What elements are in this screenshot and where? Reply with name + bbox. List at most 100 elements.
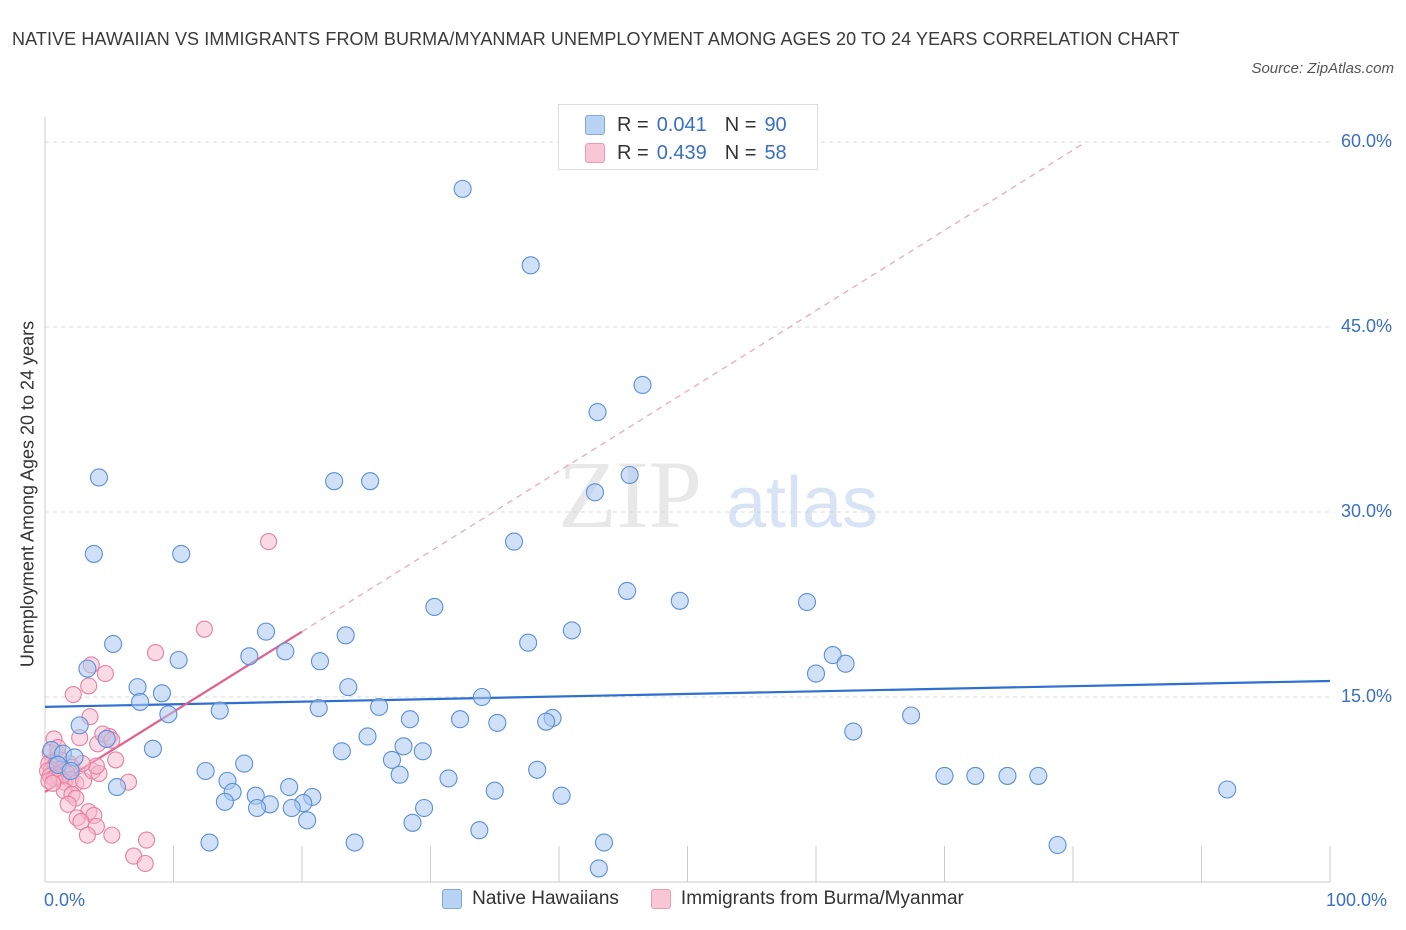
point-native-hawaiians: [382, 750, 402, 769]
trendline-immigrants-burma-extension: [301, 141, 1087, 633]
point-native-hawaiians: [470, 821, 489, 840]
point-native-hawaiians: [280, 777, 299, 797]
point-native-hawaiians: [390, 765, 409, 784]
point-native-hawaiians: [562, 621, 581, 640]
point-native-hawaiians: [1218, 780, 1237, 799]
point-native-hawaiians: [143, 739, 162, 758]
legend-r-label: R =: [617, 141, 649, 164]
point-immigrants-burma: [44, 774, 62, 792]
point-native-hawaiians: [339, 678, 358, 697]
series-native-hawaiians-points: [42, 179, 1237, 878]
point-native-hawaiians: [128, 678, 147, 697]
legend-item-native-hawaiians: Native Hawaiians: [442, 888, 619, 910]
point-native-hawaiians: [215, 792, 234, 811]
point-native-hawaiians: [504, 532, 524, 551]
point-native-hawaiians: [823, 646, 842, 665]
point-native-hawaiians: [966, 766, 985, 785]
point-immigrants-burma: [87, 757, 105, 775]
source-label: Source: ZipAtlas.com: [1251, 60, 1394, 77]
point-native-hawaiians: [620, 465, 639, 485]
watermark: ZIP atlas: [558, 441, 878, 548]
point-native-hawaiians: [415, 798, 434, 818]
point-immigrants-burma: [103, 826, 121, 844]
point-native-hawaiians: [670, 591, 689, 610]
point-native-hawaiians: [332, 742, 351, 761]
point-native-hawaiians: [298, 811, 317, 830]
point-native-hawaiians: [537, 712, 556, 731]
point-native-hawaiians: [836, 654, 855, 673]
point-native-hawaiians: [451, 710, 470, 729]
point-native-hawaiians: [935, 766, 954, 785]
point-native-hawaiians: [276, 642, 295, 661]
point-native-hawaiians: [1029, 766, 1048, 785]
point-native-hawaiians: [169, 650, 188, 670]
point-native-hawaiians: [633, 375, 652, 395]
legend-r-value: 0.041: [656, 113, 707, 136]
grid-lines: [45, 141, 1330, 698]
point-immigrants-burma: [78, 826, 96, 844]
legend-swatch-pink: [585, 143, 605, 163]
legend-label-immigrants-burma: Immigrants from Burma/Myanmar: [680, 888, 964, 909]
watermark-atlas: atlas: [726, 463, 878, 543]
point-native-hawaiians: [310, 652, 330, 671]
point-native-hawaiians: [89, 468, 109, 487]
point-native-hawaiians: [403, 813, 422, 832]
watermark-zip: ZIP: [558, 441, 702, 548]
point-native-hawaiians: [394, 737, 413, 756]
point-immigrants-burma: [136, 854, 154, 873]
legend-swatch-blue: [585, 115, 605, 135]
y-tick-label: 15.0%: [1340, 686, 1392, 706]
point-native-hawaiians: [70, 716, 89, 735]
legend-r-value: 0.439: [656, 141, 707, 164]
point-native-hawaiians: [210, 701, 229, 720]
point-native-hawaiians: [325, 472, 344, 491]
point-native-hawaiians: [370, 697, 389, 716]
point-native-hawaiians: [521, 256, 540, 275]
legend-n-value: 58: [764, 141, 787, 164]
point-native-hawaiians: [528, 760, 547, 779]
point-native-hawaiians: [844, 722, 863, 741]
point-native-hawaiians: [1048, 835, 1067, 855]
y-tick-label: 60.0%: [1340, 131, 1392, 151]
point-native-hawaiians: [439, 769, 458, 788]
point-native-hawaiians: [240, 647, 259, 666]
point-native-hawaiians: [472, 687, 491, 707]
point-native-hawaiians: [282, 798, 301, 818]
trendline-native-hawaiians: [44, 679, 1331, 708]
x-tick-min: 0.0%: [44, 890, 86, 910]
legend-swatch-pink: [650, 889, 671, 909]
legend-item-immigrants-burma: Immigrants from Burma/Myanmar: [650, 888, 964, 910]
legend-n-label: N =: [724, 113, 757, 136]
point-immigrants-burma: [260, 533, 278, 551]
point-native-hawaiians: [61, 761, 80, 781]
point-native-hawaiians: [618, 581, 637, 600]
point-native-hawaiians: [453, 179, 472, 198]
point-immigrants-burma: [80, 677, 98, 695]
legend-label-native-hawaiians: Native Hawaiians: [472, 888, 619, 909]
legend-n-value: 90: [764, 113, 787, 136]
point-immigrants-burma: [96, 665, 114, 683]
point-native-hawaiians: [425, 597, 444, 617]
point-native-hawaiians: [594, 833, 614, 852]
point-native-hawaiians: [998, 766, 1017, 785]
point-native-hawaiians: [588, 403, 607, 422]
point-native-hawaiians: [485, 781, 504, 800]
point-native-hawaiians: [235, 754, 254, 773]
point-native-hawaiians: [256, 622, 276, 641]
point-native-hawaiians: [131, 692, 150, 711]
point-native-hawaiians: [84, 544, 103, 563]
point-native-hawaiians: [585, 483, 605, 502]
point-native-hawaiians: [78, 659, 97, 678]
point-native-hawaiians: [345, 833, 364, 852]
point-native-hawaiians: [152, 684, 171, 703]
point-native-hawaiians: [902, 706, 921, 725]
legend-row-native-hawaiians: R = 0.041 N = 90: [585, 112, 787, 138]
point-native-hawaiians: [552, 786, 571, 805]
legend-row-immigrants-burma: R = 0.439 N = 58: [585, 140, 787, 166]
y-axis-label: Unemployment Among Ages 20 to 24 years: [17, 320, 38, 668]
point-immigrants-burma: [137, 831, 156, 849]
correlation-legend: R = 0.041 N = 90 R = 0.439 N = 58: [558, 104, 818, 170]
point-native-hawaiians: [159, 705, 178, 724]
point-native-hawaiians: [797, 592, 817, 612]
